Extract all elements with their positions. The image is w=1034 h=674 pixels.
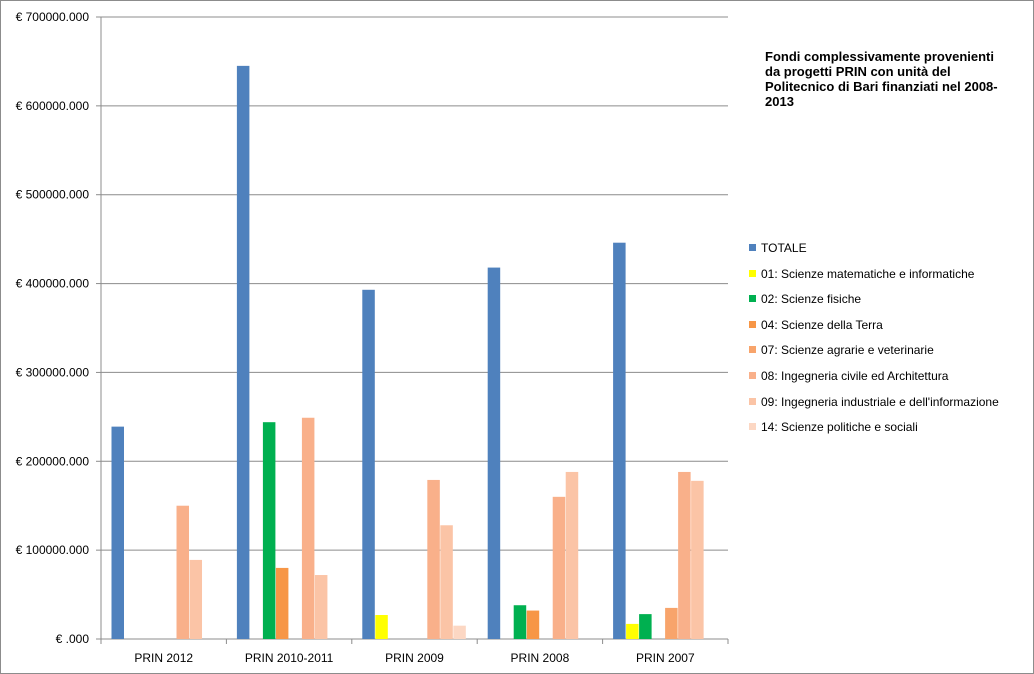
bar	[262, 422, 276, 639]
legend-label: 14: Scienze politiche e sociali	[761, 420, 918, 435]
bar	[301, 417, 315, 639]
x-tick-label: PRIN 2010-2011	[245, 651, 334, 665]
bar	[691, 480, 704, 639]
legend-swatch	[749, 320, 756, 328]
bar	[487, 267, 501, 639]
bar	[526, 610, 540, 639]
legend-label: 07: Scienze agrarie e veterinarie	[761, 343, 934, 358]
bar	[314, 575, 328, 639]
bar	[176, 505, 190, 639]
bar	[665, 607, 678, 639]
y-tick-label: € 500000.000	[16, 188, 90, 202]
bar	[362, 289, 375, 639]
chart-title-line: Fondi complessivamente provenienti	[765, 49, 994, 64]
bar	[626, 623, 639, 639]
legend-swatch	[749, 423, 756, 431]
legend-label: 04: Scienze della Terra	[761, 317, 883, 332]
legend-swatch	[749, 397, 756, 405]
bar	[453, 625, 466, 639]
bar	[236, 65, 250, 639]
x-tick-label: PRIN 2012	[134, 651, 193, 665]
x-tick-label: PRIN 2009	[385, 651, 444, 665]
legend-label: 08: Ingegneria civile ed Architettura	[761, 368, 949, 383]
y-tick-label: € 600000.000	[16, 99, 90, 113]
legend-label: 02: Scienze fisiche	[761, 292, 862, 307]
bar	[440, 525, 453, 639]
y-tick-label: € 300000.000	[16, 365, 90, 379]
bar	[513, 605, 527, 639]
bar	[427, 479, 440, 639]
bar	[639, 614, 652, 639]
legend-swatch	[749, 346, 756, 354]
bar	[375, 615, 388, 639]
bar	[275, 567, 289, 639]
bar	[189, 559, 203, 639]
bar	[613, 242, 626, 639]
chart-title-line: da progetti PRIN con unità del	[765, 64, 951, 79]
legend-swatch	[749, 371, 756, 379]
x-tick-label: PRIN 2007	[636, 651, 695, 665]
y-tick-label: € 400000.000	[16, 277, 90, 291]
chart-title-line: Politecnico di Bari finanziati nel 2008-	[765, 79, 998, 94]
legend-label: 09: Ingegneria industriale e dell'inform…	[761, 394, 999, 409]
bar	[552, 496, 566, 639]
legend-swatch	[749, 269, 756, 277]
chart-title: Fondi complessivamente provenienti da pr…	[765, 49, 1027, 109]
y-tick-label: € 100000.000	[16, 543, 90, 557]
bar	[678, 471, 691, 639]
legend-swatch	[749, 244, 756, 251]
bar	[565, 471, 579, 639]
y-tick-label: € 700000.000	[16, 10, 90, 24]
bar	[111, 426, 124, 639]
legend-label: 01: Scienze matematiche e informatiche	[761, 266, 975, 281]
chart-title-line: 2013	[765, 94, 794, 109]
legend-swatch	[749, 295, 756, 303]
y-tick-label: € 200000.000	[16, 454, 90, 468]
y-tick-label: € .000	[56, 632, 90, 646]
legend-label: TOTALE	[761, 241, 807, 255]
x-tick-label: PRIN 2008	[511, 651, 570, 665]
